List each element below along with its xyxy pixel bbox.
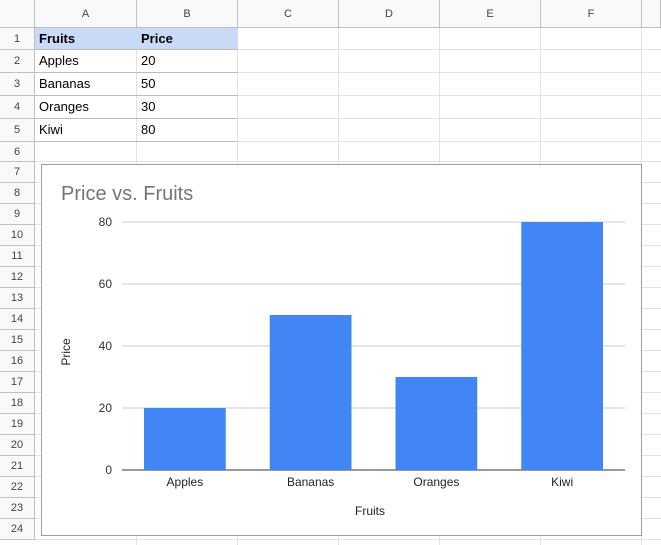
chart-canvas: Price vs. Fruits 0 20 40 60 80 Apples Bananas O… [59,183,625,518]
row-header-9[interactable]: 9 [0,204,35,225]
cell-price[interactable]: 80 [141,122,156,137]
cell-fruit[interactable]: Kiwi [39,122,63,137]
bar-bananas[interactable] [269,315,352,470]
y-tick-label: 80 [99,215,113,229]
gridline-row [35,95,661,96]
y-axis-title: Price [59,338,73,366]
y-tick-label: 20 [99,401,113,415]
embedded-chart[interactable]: Price vs. Fruits 0 20 40 60 80 Apples Bananas O… [41,164,642,536]
gridline-row [35,118,661,119]
x-tick-label: Kiwi [551,475,573,489]
row-header-12[interactable]: 12 [0,267,35,288]
x-axis-title: Fruits [355,504,385,518]
row-header-16[interactable]: 16 [0,351,35,372]
bar-oranges[interactable] [395,377,478,470]
x-tick-label: Apples [167,475,204,489]
row-header-5[interactable]: 5 [0,119,35,142]
row-header-1[interactable]: 1 [0,28,35,50]
select-all-corner[interactable] [0,0,35,28]
table-border [35,49,238,50]
table-border [35,95,238,96]
cell-fruit[interactable]: Apples [39,53,79,68]
gridline-row [35,49,661,50]
header-cell-fruits[interactable]: Fruits [35,28,137,50]
row-header-3[interactable]: 3 [0,73,35,96]
row-header-11[interactable]: 11 [0,246,35,267]
row-header-7[interactable]: 7 [0,162,35,183]
row-header-15[interactable]: 15 [0,330,35,351]
row-header-13[interactable]: 13 [0,288,35,309]
column-header-c[interactable]: C [238,0,339,28]
cell-price[interactable]: 30 [141,99,156,114]
row-header-14[interactable]: 14 [0,309,35,330]
header-cell-price[interactable]: Price [137,28,238,50]
cell-price[interactable]: 20 [141,53,156,68]
row-header-8[interactable]: 8 [0,183,35,204]
column-header-d[interactable]: D [339,0,440,28]
row-header-4[interactable]: 4 [0,96,35,119]
gridline-row [35,72,661,73]
row-header-21[interactable]: 21 [0,456,35,477]
row-header-24[interactable]: 24 [0,519,35,540]
cell-fruit[interactable]: Oranges [39,99,89,114]
bar-kiwi[interactable] [521,222,603,470]
row-header-10[interactable]: 10 [0,225,35,246]
gridline-row [35,539,661,540]
chart-title: Price vs. Fruits [61,183,193,205]
column-header-e[interactable]: E [440,0,541,28]
row-header-19[interactable]: 19 [0,414,35,435]
gridline-row [35,141,661,142]
y-tick-label: 0 [105,463,112,477]
cell-price[interactable]: 50 [141,76,156,91]
table-border [35,72,238,73]
column-header-f[interactable]: F [541,0,642,28]
x-tick-label: Bananas [287,475,334,489]
row-header-23[interactable]: 23 [0,498,35,519]
row-header-2[interactable]: 2 [0,50,35,73]
row-header-18[interactable]: 18 [0,393,35,414]
column-header-g[interactable] [642,0,661,28]
row-header-6[interactable]: 6 [0,142,35,162]
table-border [35,141,238,142]
bar-apples[interactable] [144,408,226,470]
column-header-a[interactable]: A [35,0,137,28]
row-header-20[interactable]: 20 [0,435,35,456]
row-header-22[interactable]: 22 [0,477,35,498]
x-tick-label: Oranges [413,475,459,489]
cell-fruit[interactable]: Bananas [39,76,91,91]
y-tick-label: 40 [99,339,113,353]
gridline-row [35,161,661,162]
row-header-17[interactable]: 17 [0,372,35,393]
column-header-b[interactable]: B [137,0,238,28]
y-tick-label: 60 [99,277,113,291]
table-border [35,118,238,119]
